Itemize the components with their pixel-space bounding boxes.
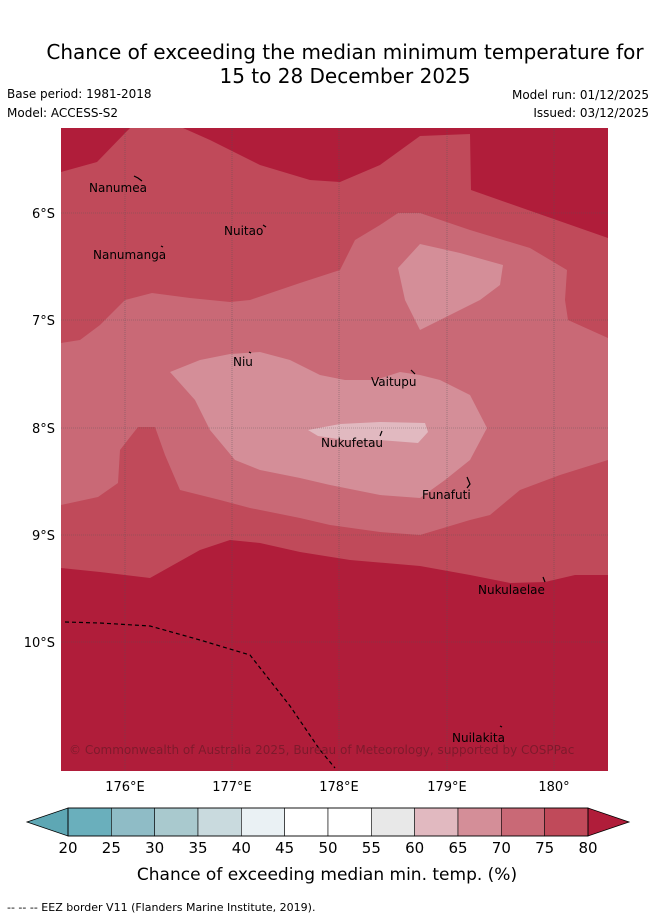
y-tick-10s: 10°S [24, 636, 55, 651]
colorbar-tick-label: 45 [275, 839, 294, 857]
colorbar-segment [197, 807, 242, 837]
base-period: Base period: 1981-2018 [7, 87, 152, 101]
colorbar-segment [414, 807, 459, 837]
colorbar-segment [501, 807, 545, 837]
x-tick-180: 180° [538, 780, 569, 795]
colorbar-tick-label: 35 [188, 839, 207, 857]
colorbar-segment [241, 807, 285, 837]
colorbar [67, 807, 589, 837]
colorbar-max-arrow [587, 807, 631, 837]
copyright-notice: © Commonwealth of Australia 2025, Bureau… [69, 743, 574, 757]
y-tick-9s: 9°S [32, 529, 55, 544]
eez-legend: -- -- -- EEZ border V11 (Flanders Marine… [7, 901, 315, 914]
model-name: Model: ACCESS-S2 [7, 106, 119, 120]
colorbar-tick-label: 60 [405, 839, 424, 857]
colorbar-tick-label: 65 [448, 839, 467, 857]
colorbar-tick-label: 30 [145, 839, 164, 857]
region-60-65-north [398, 244, 503, 330]
y-tick-8s: 8°S [32, 422, 55, 437]
x-tick-179e: 179°E [427, 780, 467, 795]
colorbar-tick-label: 70 [492, 839, 511, 857]
colorbar-segment [154, 807, 199, 837]
colorbar-segment [457, 807, 502, 837]
region-60-65 [170, 352, 487, 498]
place-nanumea: Nanumea [89, 181, 147, 195]
region-55-60 [308, 422, 428, 443]
colorbar-segment [284, 807, 329, 837]
colorbar-min-arrow [25, 807, 69, 837]
eez-border [64, 621, 336, 769]
colorbar-tick-label: 75 [535, 839, 554, 857]
place-nukufetau: Nukufetau [321, 436, 383, 450]
model-run: Model run: 01/12/2025 [511, 88, 649, 102]
place-vaitupu: Vaitupu [371, 375, 417, 389]
colorbar-tick-label: 80 [578, 839, 597, 857]
colorbar-tick-label: 20 [58, 839, 77, 857]
colorbar-tick-label: 55 [362, 839, 381, 857]
title-line-2: 15 to 28 December 2025 [219, 64, 471, 88]
island-outlines [133, 175, 546, 728]
y-tick-6s: 6°S [32, 207, 55, 222]
title-line-1: Chance of exceeding the median minimum t… [46, 40, 644, 64]
place-nanumanga: Nanumanga [93, 248, 166, 262]
place-nukulaelae: Nukulaelae [478, 583, 545, 597]
x-tick-176e: 176°E [105, 780, 145, 795]
colorbar-tick-label: 50 [318, 839, 337, 857]
colorbar-segment [371, 807, 415, 837]
x-tick-177e: 177°E [212, 780, 252, 795]
colorbar-label: Chance of exceeding median min. temp. (%… [137, 865, 517, 885]
colorbar-tick-label: 25 [102, 839, 121, 857]
x-tick-178e: 178°E [319, 780, 359, 795]
place-nuilakita: Nuilakita [452, 731, 505, 745]
colorbar-segment [67, 807, 112, 837]
colorbar-segment [327, 807, 372, 837]
colorbar-segment [544, 807, 589, 837]
place-niu: Niu [233, 355, 253, 369]
y-tick-7s: 7°S [32, 314, 55, 329]
colorbar-segment [111, 807, 155, 837]
colorbar-tick-label: 40 [232, 839, 251, 857]
place-funafuti: Funafuti [422, 488, 471, 502]
place-nuitao: Nuitao [224, 224, 263, 238]
issued-date: Issued: 03/12/2025 [533, 106, 649, 120]
